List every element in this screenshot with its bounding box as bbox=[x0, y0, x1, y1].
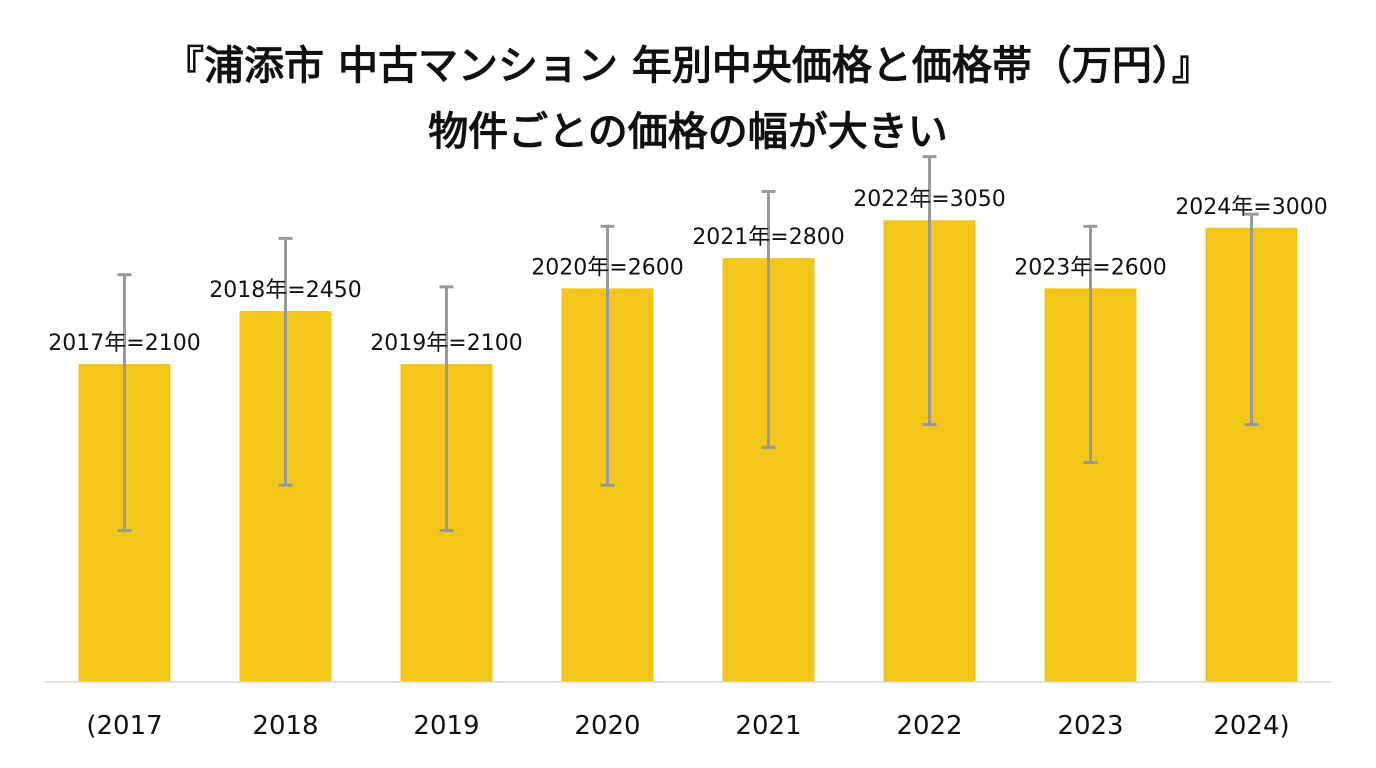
x-tick-label: (2017 bbox=[86, 711, 162, 741]
data-label: 2023年=2600 bbox=[1014, 255, 1166, 280]
x-tick-label: 2021 bbox=[735, 711, 801, 741]
data-label: 2021年=2800 bbox=[692, 225, 844, 250]
data-label: 2019年=2100 bbox=[370, 331, 522, 356]
x-tick-label: 2024) bbox=[1213, 711, 1289, 741]
data-label: 2020年=2600 bbox=[531, 255, 683, 280]
data-label: 2022年=3050 bbox=[853, 187, 1005, 212]
x-tick-label: 2023 bbox=[1057, 711, 1123, 741]
chart-title: 『浦添市 中古マンション 年別中央価格と価格帯（万円）』 bbox=[164, 43, 1212, 89]
x-tick-label: 2019 bbox=[413, 711, 479, 741]
data-label: 2024年=3000 bbox=[1175, 195, 1327, 220]
x-tick-label: 2018 bbox=[252, 711, 318, 741]
data-label: 2017年=2100 bbox=[48, 331, 200, 356]
x-tick-label: 2020 bbox=[574, 711, 640, 741]
chart-subtitle: 物件ごとの価格の幅が大きい bbox=[428, 109, 948, 155]
data-label: 2018年=2450 bbox=[209, 278, 361, 303]
x-tick-label: 2022 bbox=[896, 711, 962, 741]
